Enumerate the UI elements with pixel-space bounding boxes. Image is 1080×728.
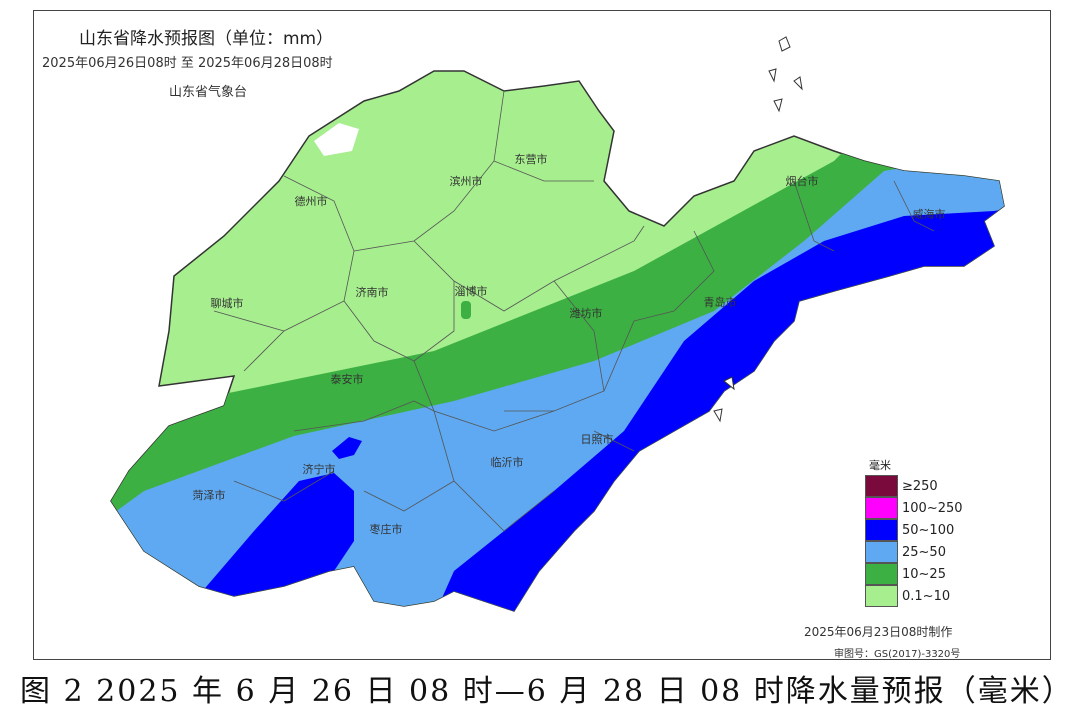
map-frame: 山东省降水预报图（单位：mm） 2025年06月26日08时 至 2025年06… [33, 10, 1051, 660]
legend-swatch [865, 585, 898, 607]
forecast-period: 2025年06月26日08时 至 2025年06月28日08时 [42, 56, 333, 71]
city-label-weifang: 潍坊市 [569, 307, 603, 320]
blob-zibo [461, 301, 471, 319]
city-boundaries [213, 90, 935, 532]
legend-label: 10~25 [902, 566, 946, 582]
city-label-jining: 济宁市 [302, 463, 336, 476]
legend-swatch [865, 497, 898, 519]
legend-label: ≥250 [902, 478, 938, 494]
city-label-linyi: 临沂市 [490, 456, 524, 469]
legend-label: 100~250 [902, 500, 963, 516]
city-label-zibo: 淄博市 [454, 285, 488, 298]
lake-spot [332, 437, 362, 459]
map-title: 山东省降水预报图（单位：mm） [79, 29, 334, 49]
city-label-jinan: 济南市 [355, 286, 389, 299]
city-label-liaocheng: 聊城市 [210, 297, 244, 310]
issuing-agency: 山东省气象台 [169, 85, 248, 100]
band-50-100-jining [194, 473, 354, 601]
legend-row: 50~100 [865, 519, 963, 541]
legend-swatch [865, 563, 898, 585]
city-label-yantai: 烟台市 [785, 175, 819, 188]
city-label-qingdao: 青岛市 [703, 296, 737, 309]
city-label-dongying: 东营市 [514, 153, 548, 166]
legend-row: 0.1~10 [865, 585, 963, 607]
made-time: 2025年06月23日08时制作 [804, 625, 953, 639]
legend-unit: 毫米 [869, 459, 891, 472]
city-label-zaozhuang: 枣庄市 [369, 523, 403, 536]
legend-label: 25~50 [902, 544, 946, 560]
legend-row: 25~50 [865, 541, 963, 563]
islands [713, 36, 803, 423]
legend-swatch [865, 475, 898, 497]
figure-caption: 图 2 2025 年 6 月 26 日 08 时—6 月 28 日 08 时降水… [20, 674, 1074, 709]
legend-row: 10~25 [865, 563, 963, 585]
legend-row: ≥250 [865, 475, 963, 497]
legend-swatch [865, 519, 898, 541]
no-rain-patch [314, 123, 359, 156]
legend-swatch [865, 541, 898, 563]
legend-label: 50~100 [902, 522, 955, 538]
city-label-heze: 菏泽市 [192, 489, 226, 502]
legend: 毫米 ≥250 100~250 50~100 25~50 10~25 0.1~1… [865, 457, 963, 607]
approval-number: 审图号：GS(2017)-3320号 [834, 649, 961, 660]
city-label-taian: 泰安市 [330, 373, 364, 386]
legend-row: 100~250 [865, 497, 963, 519]
city-label-dezhou: 德州市 [294, 195, 328, 208]
city-label-rizhao: 日照市 [580, 433, 614, 446]
city-label-weihai: 威海市 [912, 208, 946, 221]
city-label-binzhou: 滨州市 [449, 175, 483, 188]
legend-label: 0.1~10 [902, 588, 951, 604]
